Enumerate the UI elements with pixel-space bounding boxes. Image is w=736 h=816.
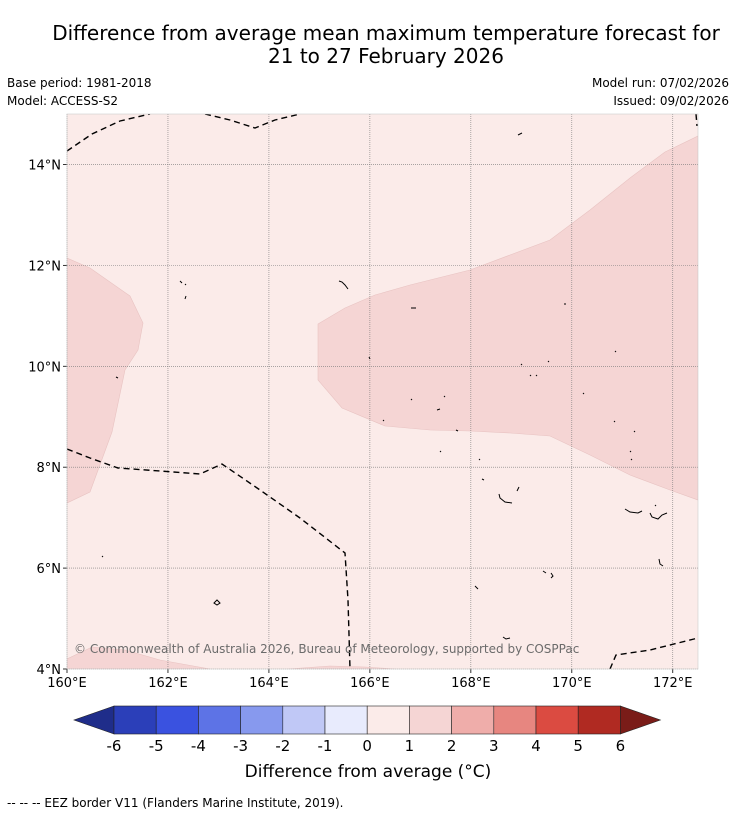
island [179, 280, 187, 300]
island [498, 493, 513, 504]
colorbar-tick-labels: -6 -5 -4 -3 -2 -1 0 1 2 3 4 5 6 [107, 737, 626, 755]
map-frame [66, 113, 699, 670]
model-name: Model: ACCESS-S2 [7, 94, 119, 108]
colorbar-segment [493, 705, 537, 735]
meta-right: Model run: 07/02/2026 Issued: 09/02/2026 [592, 74, 729, 110]
island [474, 585, 479, 590]
colorbar-extend-low [73, 705, 115, 735]
colorbar-tick-label: 5 [573, 737, 583, 755]
colorbar-segment [198, 705, 241, 735]
colorbar-segment [577, 705, 621, 735]
lon-label: 168°E [451, 676, 491, 691]
colorbar-segment [282, 705, 326, 735]
lat-label: 8°N [37, 461, 62, 476]
latitude-labels: 14°N 12°N 10°N 8°N 6°N 4°N [28, 158, 61, 678]
island [439, 420, 636, 461]
lon-label: 166°E [350, 676, 390, 691]
title-line-2: 21 to 27 February 2026 [268, 44, 504, 68]
eez-border-northeast [695, 114, 698, 127]
colorbar-segment [155, 705, 199, 735]
eez-border-west [67, 448, 351, 669]
meta-left: Base period: 1981-2018 Model: ACCESS-S2 [7, 74, 152, 110]
island [338, 280, 349, 290]
eez-border-north [67, 114, 151, 152]
island [520, 350, 617, 377]
title-line-1: Difference from average mean maximum tem… [52, 21, 720, 45]
island [624, 508, 643, 514]
issued-date: Issued: 09/02/2026 [613, 94, 729, 108]
colorbar [73, 705, 662, 735]
colorbar-segment [451, 705, 495, 735]
colorbar-tick-label: 1 [405, 737, 415, 755]
colorbar-segment [324, 705, 368, 735]
eez-border-north-2 [204, 114, 301, 129]
lon-label: 162°E [148, 676, 188, 691]
copyright-notice: © Commonwealth of Australia 2026, Bureau… [74, 642, 579, 656]
island [542, 570, 554, 579]
anomaly-region-east [317, 135, 698, 501]
colorbar-segment [366, 705, 410, 735]
anomaly-region-west [67, 257, 144, 504]
island [478, 458, 520, 492]
island [115, 376, 119, 379]
colorbar-tick-label: -6 [107, 737, 122, 755]
island [382, 392, 585, 422]
lat-label: 14°N [28, 158, 61, 173]
chart-title: Difference from average mean maximum tem… [0, 22, 736, 68]
colorbar-tick-label: -2 [275, 737, 290, 755]
colorbar-tick-label: 6 [616, 737, 626, 755]
island [517, 132, 523, 136]
lat-label: 6°N [37, 562, 62, 577]
colorbar-tick-label: -5 [149, 737, 164, 755]
colorbar-title: Difference from average (°C) [244, 762, 492, 782]
model-run: Model run: 07/02/2026 [591, 76, 729, 90]
colorbar-extend-high [620, 705, 662, 735]
colorbar-segment [113, 705, 157, 735]
colorbar-segment [240, 705, 284, 735]
island [649, 512, 668, 520]
longitude-labels: 160°E 162°E 164°E 166°E 168°E 170°E 172°E [47, 676, 692, 691]
lat-label: 12°N [28, 259, 61, 274]
island [101, 504, 657, 558]
map-figure: © Commonwealth of Australia 2026, Bureau… [28, 113, 699, 755]
lon-label: 164°E [249, 676, 289, 691]
lon-label: 170°E [552, 676, 592, 691]
colorbar-segment [535, 705, 579, 735]
eez-border-southeast [609, 637, 698, 669]
colorbar-tick-label: -4 [191, 737, 206, 755]
base-period: Base period: 1981-2018 [7, 76, 152, 90]
eez-borders [67, 114, 698, 669]
islands [101, 132, 668, 640]
lat-label: 4°N [37, 663, 62, 678]
anomaly-region-south-2 [287, 665, 396, 669]
eez-footnote: -- -- -- EEZ border V11 (Flanders Marine… [7, 796, 344, 810]
island [658, 558, 664, 567]
colorbar-segment [409, 705, 452, 735]
colorbar-tick-label: 0 [362, 737, 372, 755]
island [213, 599, 221, 606]
colorbar-tick-label: -3 [233, 737, 248, 755]
island [502, 636, 511, 640]
lat-label: 10°N [28, 360, 61, 375]
anomaly-region-south [67, 646, 211, 669]
lon-label: 160°E [47, 676, 87, 691]
colorbar-tick-label: 2 [447, 737, 457, 755]
lon-label: 172°E [653, 676, 693, 691]
colorbar-tick-label: 3 [489, 737, 499, 755]
colorbar-tick-label: -1 [318, 737, 333, 755]
colorbar-tick-label: 4 [531, 737, 541, 755]
island [368, 356, 371, 360]
